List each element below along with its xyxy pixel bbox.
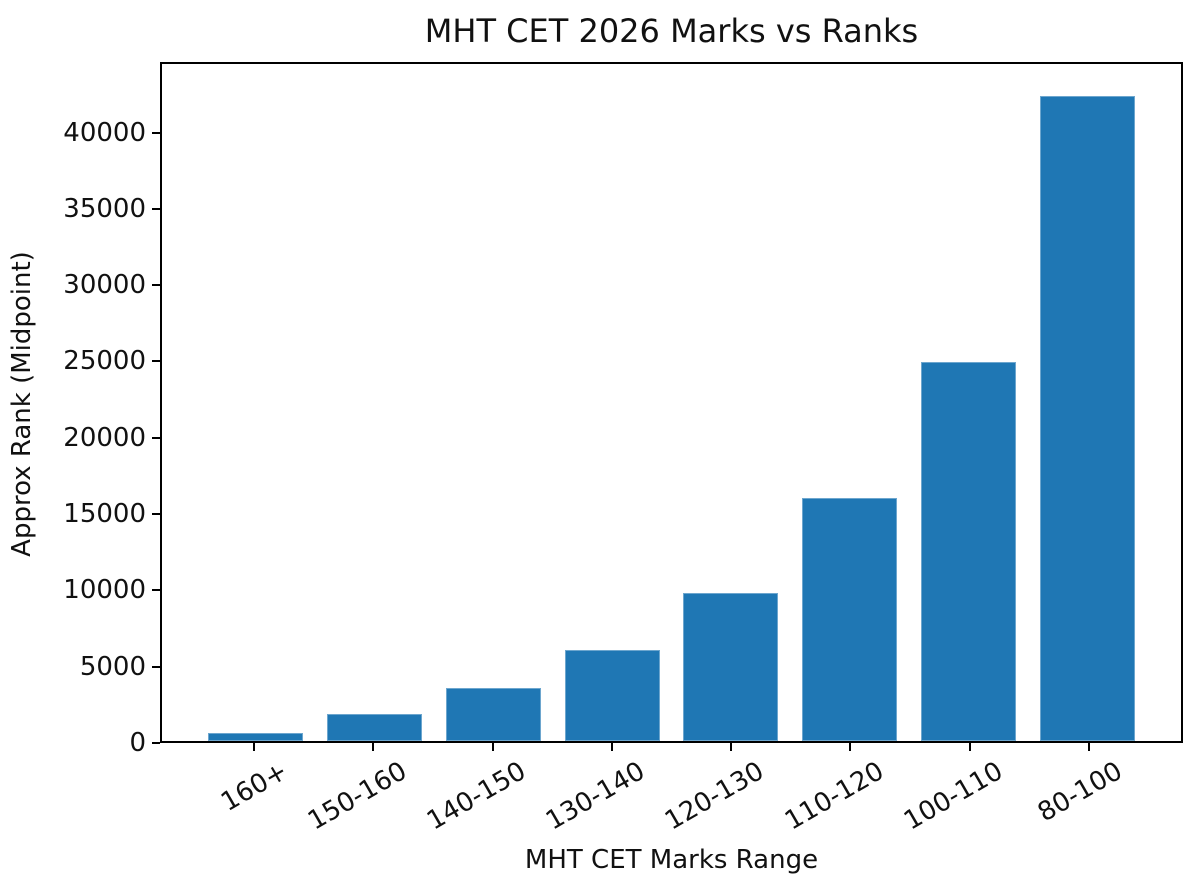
y-tick-mark [152,665,160,668]
x-tick-label: 100-110 [898,756,1009,837]
y-tick-mark [152,284,160,287]
bar-140-150 [445,687,541,741]
bar-150-160 [327,714,423,741]
x-tick-label: 110-120 [779,756,889,837]
x-tick-label: 130-140 [541,756,651,837]
x-tick-label: 150-160 [302,756,412,837]
bar-100-110 [920,361,1016,741]
y-tick-mark [152,742,160,744]
x-tick-mark [1087,743,1090,751]
bar-80-100 [1039,96,1135,741]
x-tick-label: 120-130 [660,756,770,837]
x-tick-mark [968,743,971,751]
y-tick-mark [152,513,160,516]
y-tick-label: 20000 [63,422,146,453]
y-tick-label: 30000 [63,270,146,301]
plot-area [160,62,1183,743]
x-tick-mark [253,743,256,751]
chart-title: MHT CET 2026 Marks vs Ranks [424,12,919,50]
x-tick-label: 80-100 [1032,756,1128,829]
y-tick-mark [152,436,160,439]
bars-layer [162,64,1181,741]
y-tick-label: 0 [129,728,146,758]
y-tick-mark [152,589,160,592]
bar-120-130 [683,593,779,741]
x-tick-mark [849,743,852,751]
y-tick-label: 5000 [79,651,146,682]
x-tick-mark [491,743,494,751]
x-tick-mark [610,743,613,751]
bar-130-140 [564,649,660,741]
y-tick-label: 35000 [63,193,146,224]
y-tick-mark [152,360,160,363]
x-axis-label: MHT CET Marks Range [524,845,819,875]
x-tick-mark [730,743,733,751]
bar-110-120 [802,498,898,741]
y-tick-label: 10000 [63,575,146,606]
y-tick-mark [152,207,160,210]
x-tick-mark [372,743,375,751]
x-tick-label: 140-150 [422,756,532,837]
x-tick-label: 160+ [215,756,293,818]
y-tick-label: 25000 [63,346,146,377]
y-tick-label: 40000 [63,117,146,148]
bar-160+ [208,733,304,741]
y-tick-mark [152,131,160,134]
y-tick-label: 15000 [63,499,146,530]
